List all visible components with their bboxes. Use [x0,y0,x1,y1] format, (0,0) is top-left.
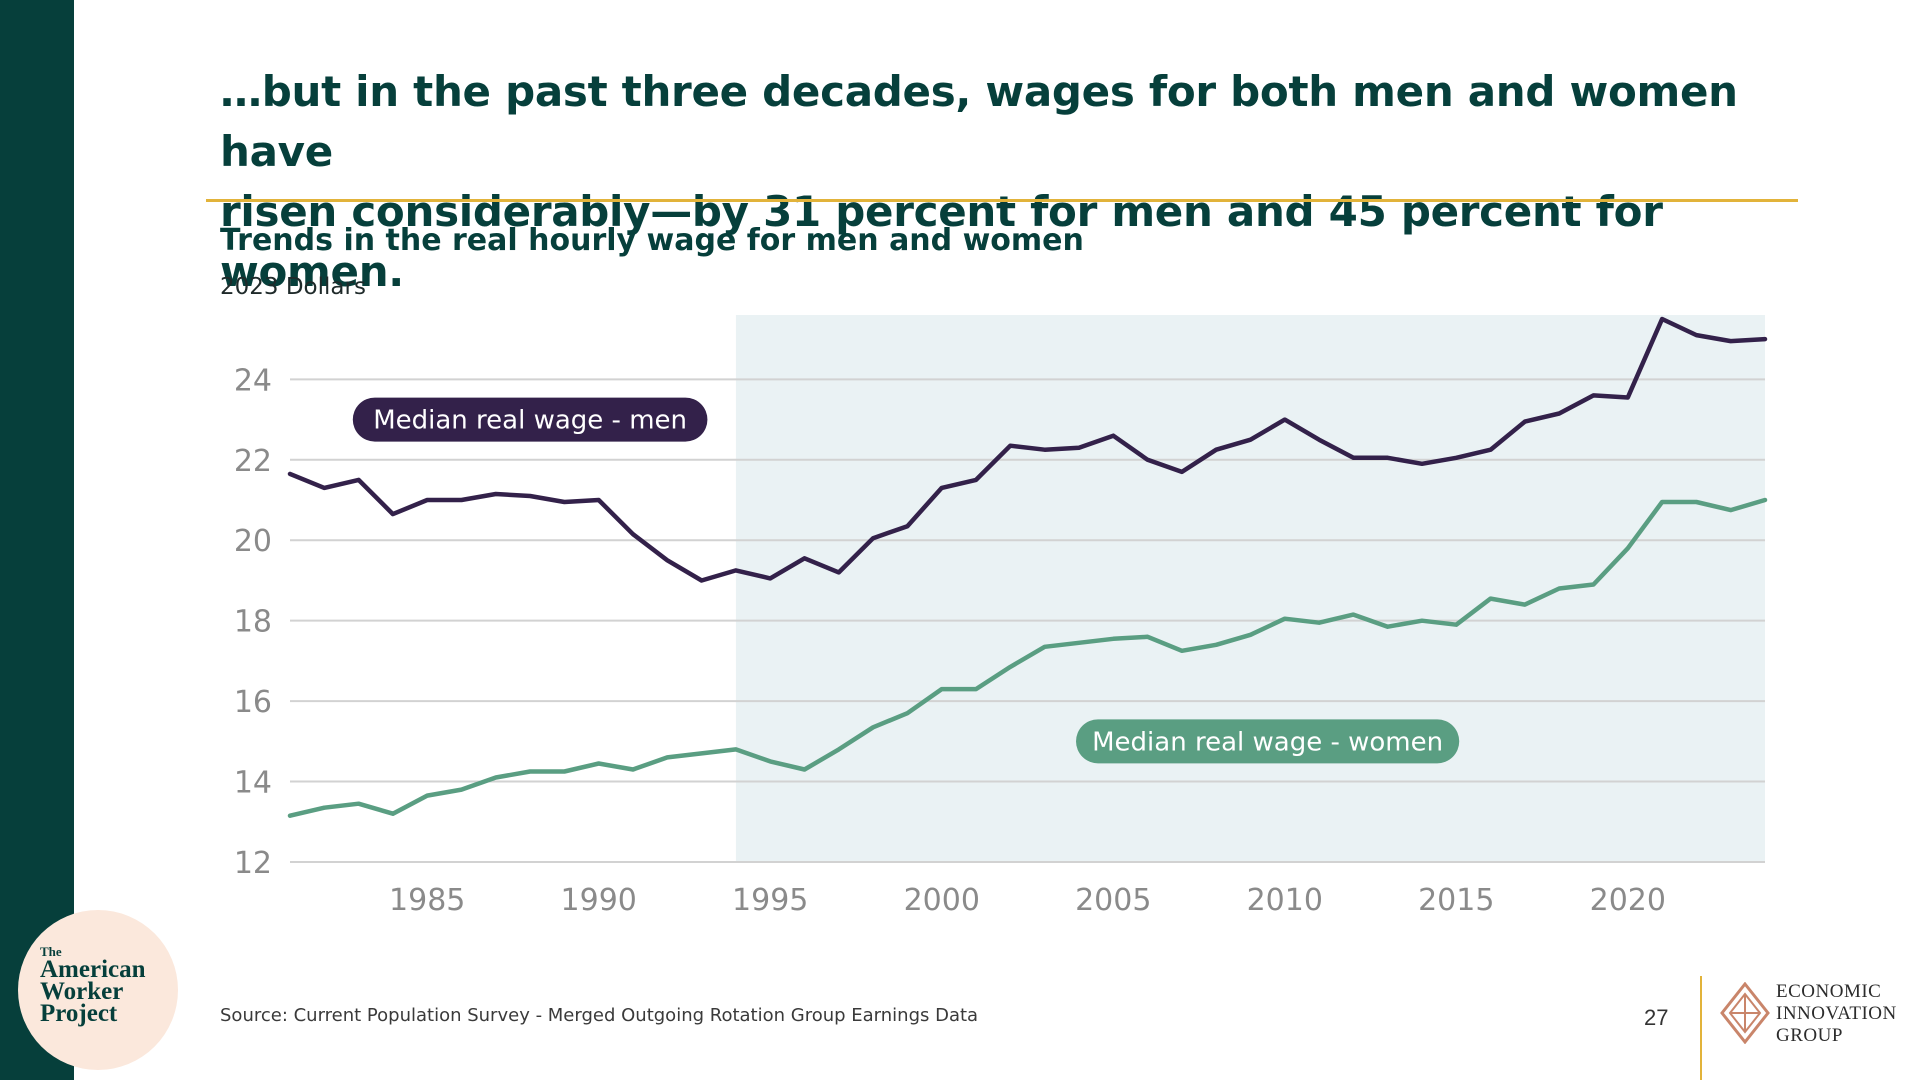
wage-trend-chart: 12 14 16 18 20 22 24 1985 1990 1995 2000 2005 2010 20… [234,315,1768,918]
american-worker-project-wordmark: The American Worker Project [40,944,146,1027]
slide-headline: …but in the past three decades, wages fo… [220,62,1780,302]
shaded-period [735,315,1766,862]
headline-line-1: …but in the past three decades, wages fo… [220,67,1738,176]
women-series-label: Median real wage - women [1092,727,1443,757]
y-tick-label: 20 [234,524,272,559]
y-tick-label: 12 [234,846,272,881]
page-number: 27 [1644,1005,1669,1030]
eig-word-innovation: INNOVATION [1776,1003,1897,1024]
x-tick-label: 1995 [732,883,808,918]
headline-divider [206,199,1798,202]
men-series-label: Median real wage - men [373,406,687,436]
american-worker-project-logo [18,910,178,1070]
eig-diamond-icon [1720,982,1770,1044]
chart-unit-label: 2023 Dollars [220,274,366,300]
y-tick-label: 24 [234,363,272,398]
x-tick-label: 2015 [1418,883,1494,918]
women-wage-line [287,497,1768,818]
x-tick-label: 1990 [561,883,637,918]
logo-word-the: The [40,944,62,959]
headline-line-2: risen considerably—by 31 percent for men… [220,187,1663,296]
chart-title: Trends in the real hourly wage for men a… [220,223,1084,258]
x-tick-label: 2020 [1590,883,1666,918]
men-series-label-pill [352,397,708,442]
logo-word-american: American [40,956,146,983]
eig-word-economic: ECONOMIC [1776,981,1882,1002]
eig-word-group: GROUP [1776,1025,1843,1046]
x-tick-label: 2010 [1247,883,1323,918]
x-tick-label: 2000 [904,883,980,918]
source-note: Source: Current Population Survey - Merg… [220,1005,979,1026]
women-series-label-pill [1076,719,1460,764]
logo-word-worker: Worker [40,978,124,1005]
y-tick-label: 18 [234,605,272,640]
footer-divider [1700,976,1702,1080]
x-tick-label: 2005 [1075,883,1151,918]
logo-word-project: Project [40,1000,118,1027]
men-wage-line [287,316,1768,583]
y-tick-label: 14 [234,766,272,801]
x-tick-label: 1985 [389,883,465,918]
economic-innovation-group-wordmark: ECONOMIC INNOVATION GROUP [1776,981,1897,1047]
left-accent-bar [0,0,74,1080]
y-tick-label: 22 [234,444,272,479]
y-tick-label: 16 [234,685,272,720]
